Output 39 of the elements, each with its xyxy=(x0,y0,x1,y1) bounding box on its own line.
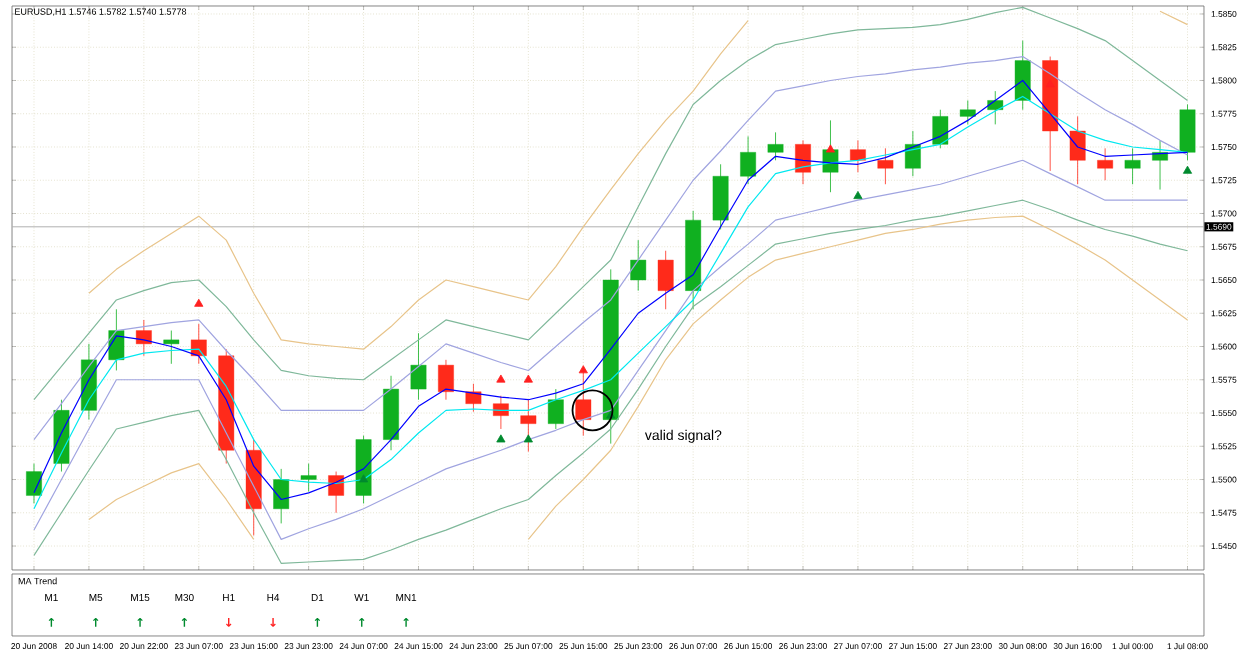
point xyxy=(359,474,369,483)
point xyxy=(496,374,506,383)
candlestick xyxy=(1069,116,1086,185)
point xyxy=(523,434,533,443)
candlestick xyxy=(273,468,290,524)
candlestick xyxy=(630,239,647,292)
candlestick xyxy=(493,395,509,430)
candlestick xyxy=(904,130,921,177)
candlestick xyxy=(767,131,784,161)
candlestick xyxy=(850,139,866,173)
candlestick xyxy=(26,463,42,504)
line-series xyxy=(33,199,1189,564)
candlestick xyxy=(877,147,894,185)
candlestick xyxy=(1179,104,1196,161)
candlestick xyxy=(657,250,674,310)
candlestick xyxy=(1124,147,1141,185)
candlestick xyxy=(135,319,152,357)
candlestick xyxy=(547,388,564,430)
point xyxy=(496,434,506,443)
candlestick xyxy=(712,163,729,230)
candlestick xyxy=(932,109,949,149)
candlestick xyxy=(959,100,976,125)
candlestick xyxy=(740,135,756,185)
candlestick xyxy=(163,330,180,365)
candlestick xyxy=(300,463,317,492)
point xyxy=(1182,165,1193,174)
candlestick xyxy=(1097,147,1113,181)
candlestick xyxy=(465,383,482,413)
candlestick xyxy=(190,323,207,365)
point xyxy=(578,365,588,374)
point xyxy=(523,374,533,383)
candlestick xyxy=(410,332,427,401)
point xyxy=(1045,79,1055,88)
point xyxy=(853,191,863,200)
candlestick xyxy=(438,359,454,401)
point xyxy=(825,144,836,153)
candlestick xyxy=(520,399,537,452)
candlestick xyxy=(1014,40,1031,111)
point xyxy=(194,298,204,307)
